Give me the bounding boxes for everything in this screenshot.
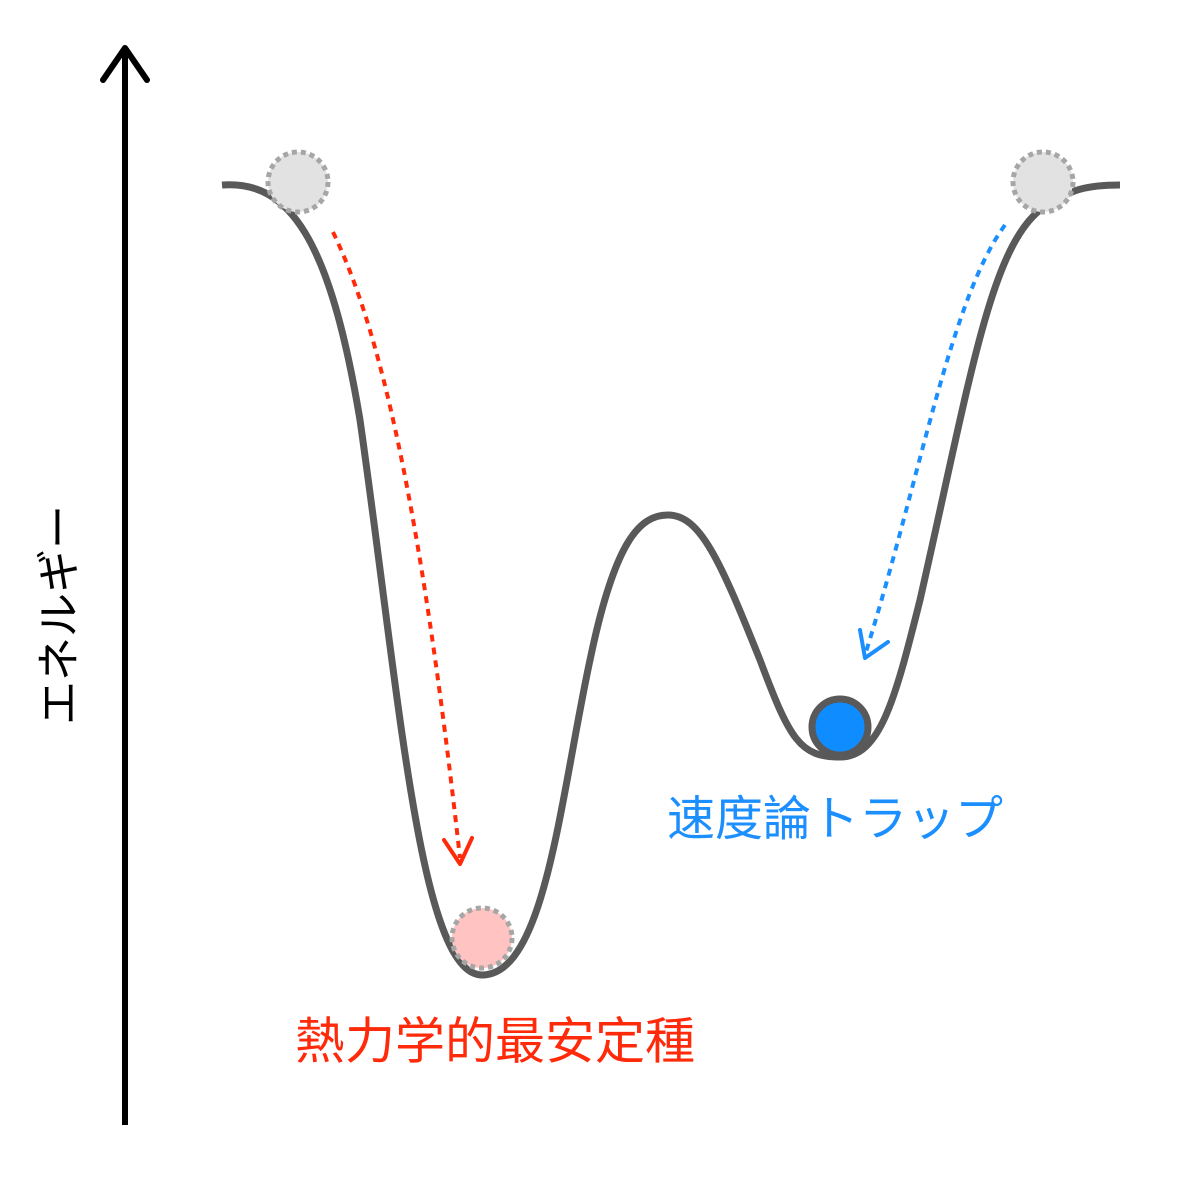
stable-state [449, 905, 515, 971]
stable-product-label: 熱力学的最安定種 [295, 1013, 695, 1071]
trapped-state [808, 695, 872, 759]
initial-state-right [1010, 149, 1076, 215]
initial-state-left [265, 149, 331, 215]
kinetic-trap-label: 速度論トラップ [667, 791, 1003, 847]
path-to-trap [863, 223, 1007, 656]
axis-arrowhead [100, 45, 150, 83]
axis-label: エネルギー [34, 505, 85, 725]
path-to-stable [331, 231, 462, 859]
arrowhead-blue [858, 628, 890, 660]
arrowhead-red [442, 836, 474, 866]
energy-curve [221, 181, 1121, 979]
